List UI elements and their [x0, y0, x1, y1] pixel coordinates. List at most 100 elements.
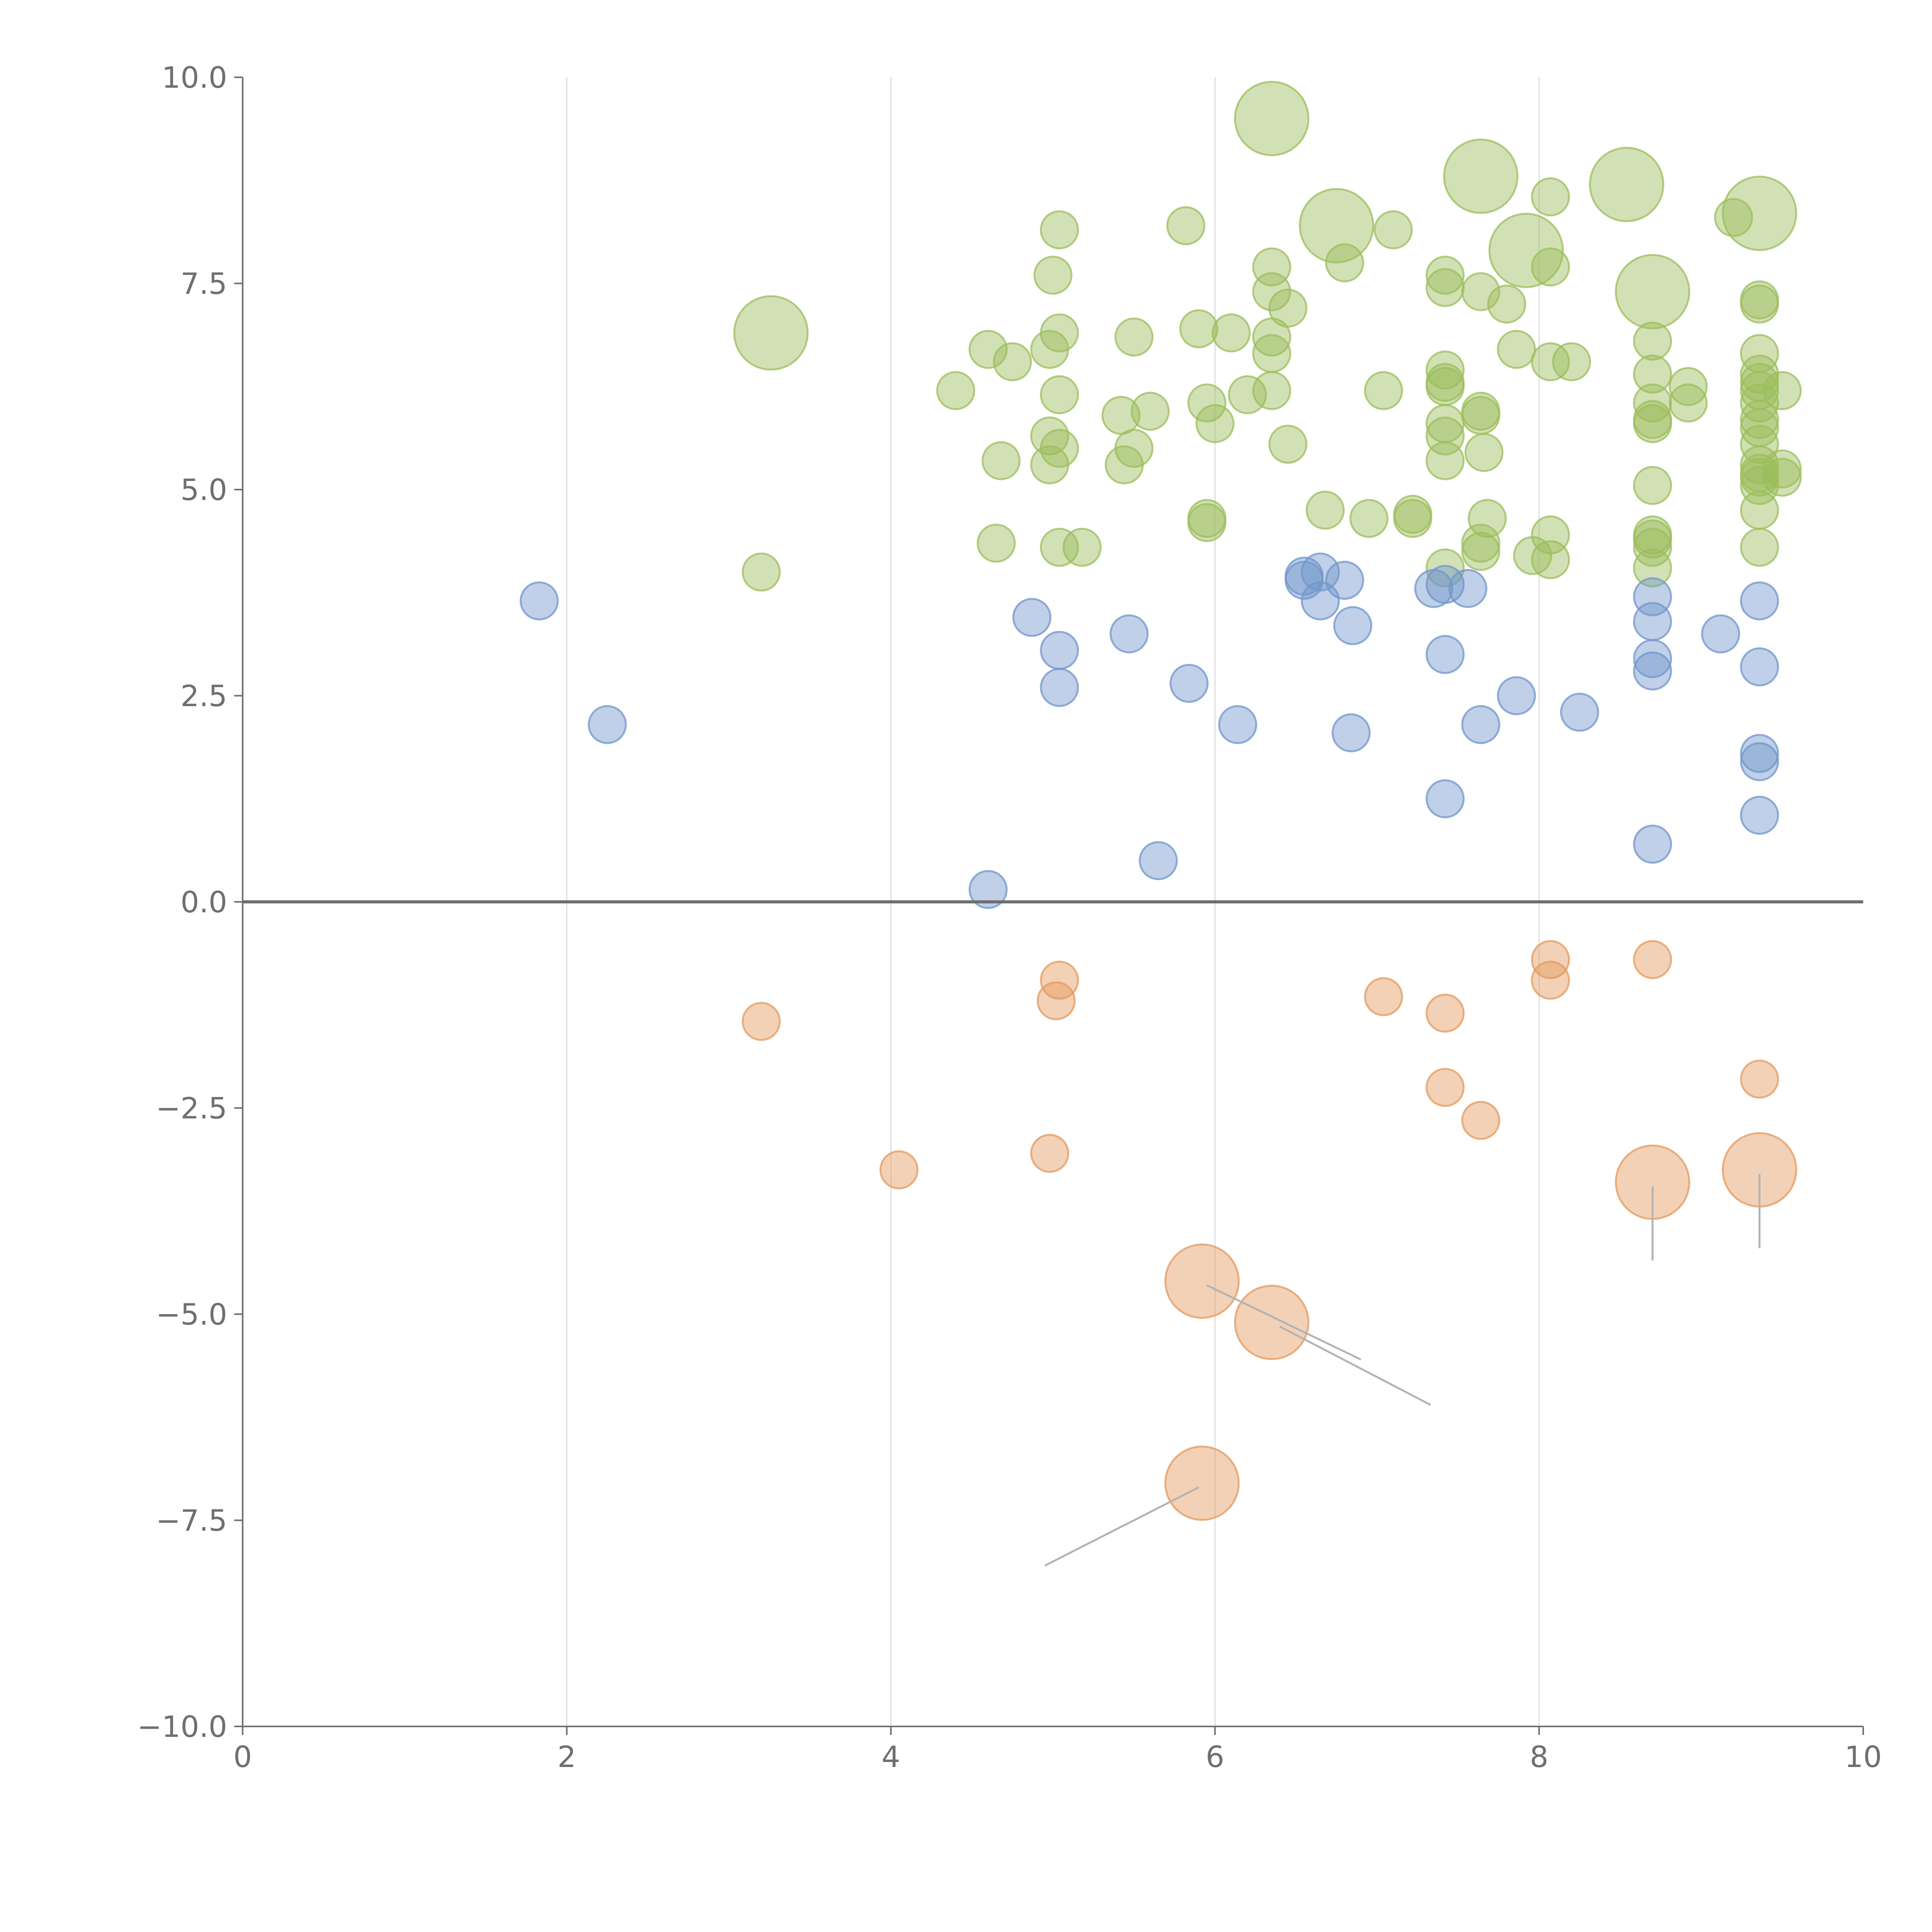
green-bubble — [1461, 532, 1500, 571]
blue-bubble — [1740, 581, 1779, 621]
y-tick-label: 2.5 — [180, 679, 227, 713]
green-bubble — [1252, 317, 1291, 357]
green-bubble — [1425, 350, 1465, 390]
green-bubble — [1131, 391, 1170, 431]
blue-bubble — [588, 705, 627, 744]
orange-bubble — [1425, 993, 1465, 1033]
green-bubble — [1105, 445, 1144, 485]
green-bubble — [1252, 272, 1291, 311]
y-tick-label: 7.5 — [180, 267, 227, 301]
green-bubble — [1740, 490, 1779, 530]
green-bubble — [1740, 457, 1779, 497]
green-bubble — [1374, 210, 1413, 250]
green-bubble — [1062, 527, 1102, 567]
green-bubble — [1040, 210, 1079, 250]
green-bubble — [1461, 524, 1500, 563]
green-bubble — [1552, 342, 1591, 381]
orange-bubble — [1461, 1101, 1500, 1140]
blue-bubble — [1560, 692, 1599, 732]
green-bubble — [1425, 548, 1465, 588]
green-bubble — [1252, 334, 1291, 373]
blue-bubble — [1461, 705, 1500, 744]
orange-bubble — [1030, 1134, 1070, 1173]
green-bubble — [1487, 284, 1526, 324]
orange-bubble — [1164, 1243, 1240, 1319]
green-bubble — [1615, 254, 1690, 330]
green-bubble — [1497, 330, 1536, 369]
green-bubble — [1589, 146, 1665, 222]
blue-bubble — [1040, 631, 1079, 670]
blue-bubble — [1701, 614, 1740, 653]
green-bubble — [1040, 375, 1079, 415]
green-bubble — [1468, 499, 1507, 538]
green-bubble — [1166, 206, 1206, 245]
green-bubble — [936, 371, 975, 410]
blue-bubble — [1169, 663, 1209, 703]
orange-bubble — [1164, 1445, 1240, 1521]
orange-bubble — [1364, 977, 1403, 1016]
green-bubble — [1364, 371, 1403, 410]
green-bubble — [1633, 548, 1672, 588]
blue-bubble — [1425, 779, 1465, 818]
orange-bubble — [1036, 981, 1076, 1020]
green-bubble — [1252, 371, 1291, 410]
blue-bubble — [1448, 569, 1488, 608]
green-bubble — [1349, 499, 1389, 538]
blue-bubble — [1425, 635, 1465, 674]
green-bubble — [981, 441, 1021, 480]
orange-bubble — [742, 1002, 781, 1041]
blue-bubble — [1012, 598, 1051, 637]
x-tick-label: 4 — [881, 1740, 900, 1774]
blue-bubble — [1332, 713, 1371, 753]
orange-bubble — [879, 1150, 919, 1190]
y-tick-label: 0.0 — [180, 885, 227, 919]
green-bubble — [1393, 499, 1432, 538]
y-tick-label: −7.5 — [156, 1503, 227, 1538]
y-tick-label: 5.0 — [180, 473, 227, 507]
blue-bubble — [1740, 647, 1779, 687]
green-bubble — [1740, 527, 1779, 567]
axis-ticks: 0 2 4 6 8 10 10.0 7.5 5.0 2.5 0.0 −2.5 −5.0 −7.5 −10.0 — [137, 60, 1882, 1774]
green-bubble — [1234, 81, 1310, 156]
orange-bubble — [1531, 940, 1570, 979]
green-bubble — [1633, 354, 1672, 394]
green-bubble — [1461, 396, 1500, 435]
x-tick-label: 10 — [1845, 1740, 1882, 1774]
green-bubble — [1531, 540, 1570, 579]
green-bubble — [1030, 445, 1070, 485]
green-bubble — [1228, 375, 1267, 415]
green-bubble — [1531, 342, 1570, 381]
blue-bubble — [1040, 668, 1079, 707]
green-bubble — [976, 524, 1016, 563]
blue-bubble — [1218, 705, 1257, 744]
green-bubble — [1325, 243, 1364, 282]
green-bubble — [1633, 466, 1672, 505]
green-bubble — [1633, 383, 1672, 423]
green-bubble — [742, 552, 781, 592]
x-tick-label: 6 — [1206, 1740, 1224, 1774]
green-bubble — [993, 342, 1032, 381]
green-bubble — [1633, 321, 1672, 361]
green-bubble — [968, 330, 1008, 369]
blue-bubble — [1497, 676, 1536, 715]
y-tick-label: 10.0 — [162, 60, 227, 95]
green-bubble — [1187, 503, 1226, 542]
green-bubble — [1531, 247, 1570, 287]
green-bubble — [1030, 330, 1070, 369]
green-bubble — [1461, 272, 1500, 311]
x-tick-label: 2 — [558, 1740, 576, 1774]
green-bubble — [1464, 433, 1504, 472]
green-bubble — [1425, 268, 1465, 307]
y-tick-label: −5.0 — [156, 1297, 227, 1332]
annotation-leader-line — [1279, 1325, 1431, 1406]
green-bubble — [1299, 188, 1374, 264]
green-bubble — [1633, 519, 1672, 559]
blue-bubble — [1633, 825, 1672, 864]
orange-bubble — [1633, 940, 1672, 979]
green-bubble — [1179, 309, 1218, 349]
annotation-leader-line — [1206, 1284, 1361, 1361]
blue-bubble — [1740, 742, 1779, 781]
annotation-leader-line — [1044, 1486, 1199, 1567]
blue-bubble — [520, 581, 559, 621]
green-bubble — [1425, 441, 1465, 480]
